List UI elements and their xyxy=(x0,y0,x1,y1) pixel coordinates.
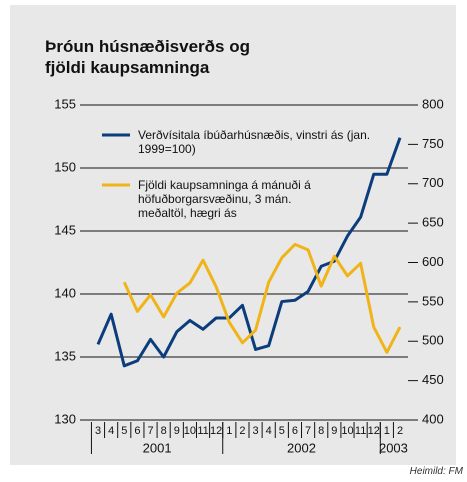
year-label: 2001 xyxy=(143,440,172,455)
chart-title: Þróun húsnæðisverðs og fjöldi kaupsamnin… xyxy=(45,37,250,77)
y2-tick-label: 500 xyxy=(422,333,444,348)
series-line xyxy=(122,242,402,354)
x-tick-label: 8 xyxy=(161,425,167,437)
legend-label: Fjöldi kaupsamninga á mánuði á höfuðborg… xyxy=(138,178,311,220)
y-tick-label: 145 xyxy=(54,222,76,237)
x-tick-label: 10 xyxy=(184,425,196,437)
x-tick-label: 1 xyxy=(384,425,390,437)
x-tick-label: 11 xyxy=(197,425,208,437)
y2-tick-label: 800 xyxy=(422,96,444,111)
x-tick-label: 7 xyxy=(147,425,153,437)
y2-tick-label: 600 xyxy=(422,254,444,269)
year-label: 2003 xyxy=(379,440,408,455)
y-tick-label: 140 xyxy=(54,285,76,300)
y-tick-label: 150 xyxy=(54,159,76,174)
x-tick-label: 12 xyxy=(368,425,380,437)
y-tick-label: 130 xyxy=(54,411,76,426)
x-tick-label: 6 xyxy=(292,425,298,437)
x-tick-label: 8 xyxy=(318,425,324,437)
x-tick-label: 9 xyxy=(174,425,180,437)
x-tick-label: 10 xyxy=(341,425,353,437)
x-tick-label: 2 xyxy=(239,425,245,437)
series-line xyxy=(96,137,402,368)
source: Heimild: FM xyxy=(409,466,463,477)
x-tick-label: 1 xyxy=(226,425,232,437)
x-tick-label: 3 xyxy=(95,425,101,437)
x-tick-label: 6 xyxy=(134,425,140,437)
x-tick-label: 4 xyxy=(108,425,114,437)
x-tick-label: 7 xyxy=(305,425,311,437)
x-tick-label: 5 xyxy=(279,425,285,437)
y-tick-label: 155 xyxy=(54,96,76,111)
x-tick-label: 9 xyxy=(331,425,337,437)
x-tick-label: 12 xyxy=(210,425,222,437)
y2-tick-label: 750 xyxy=(422,136,444,151)
legend-label: Verðvísitala íbúðarhúsnæðis, vinstri ás … xyxy=(138,128,371,156)
year-label: 2002 xyxy=(287,440,316,455)
y2-tick-label: 550 xyxy=(422,293,444,308)
x-tick-label: 5 xyxy=(121,425,127,437)
y2-tick-label: 400 xyxy=(422,411,444,426)
x-tick-label: 4 xyxy=(266,425,272,437)
y2-tick-label: 650 xyxy=(422,215,444,230)
panel xyxy=(10,5,456,465)
y2-tick-label: 450 xyxy=(422,372,444,387)
y-tick-label: 135 xyxy=(54,348,76,363)
x-tick-label: 2 xyxy=(397,425,403,437)
y2-tick-label: 700 xyxy=(422,175,444,190)
x-tick-label: 11 xyxy=(355,425,366,437)
x-tick-label: 3 xyxy=(253,425,259,437)
